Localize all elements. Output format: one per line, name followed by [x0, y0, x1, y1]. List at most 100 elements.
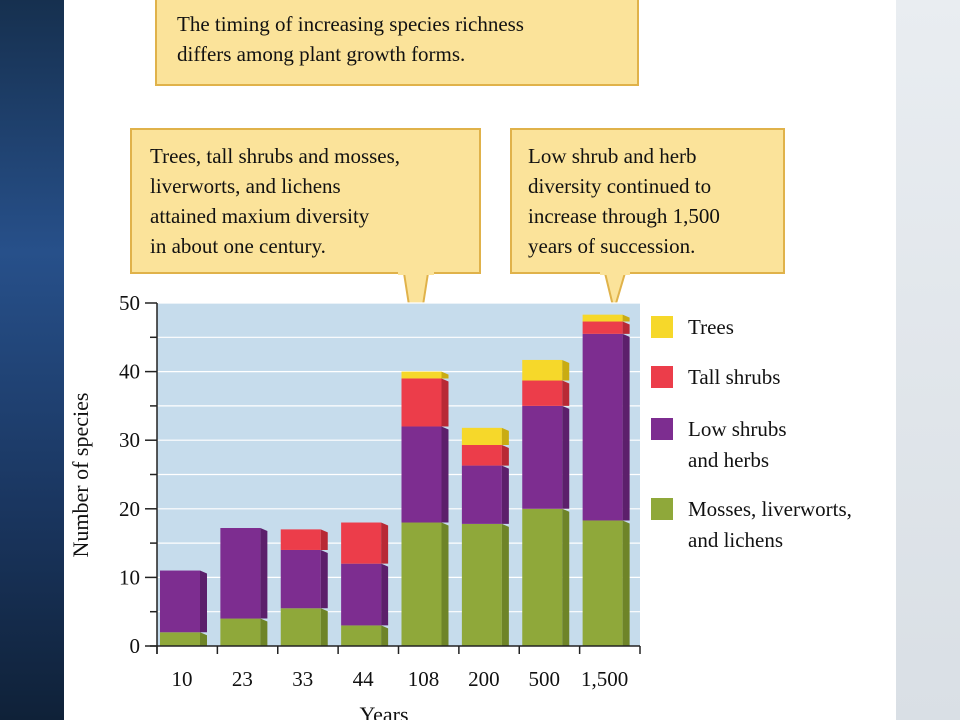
bars: [160, 314, 630, 646]
slide-background-left: [0, 0, 64, 720]
legend-swatch: [651, 498, 673, 520]
bar-segment-side: [381, 522, 389, 564]
bar-segment-front: [341, 522, 382, 564]
bar-segment: [341, 522, 389, 564]
x-tick-label: 500: [529, 667, 561, 691]
x-tick-label: 200: [468, 667, 500, 691]
bar-segment: [160, 570, 207, 633]
bar-segment-front: [160, 570, 200, 633]
bar-segment-side: [622, 333, 630, 521]
legend-label: Trees: [688, 315, 734, 339]
bar-segment: [582, 520, 630, 646]
bar-segment-side: [441, 522, 449, 646]
bar-segment-side: [320, 529, 328, 550]
bar-segment-front: [582, 314, 623, 322]
bar-segment: [220, 528, 268, 619]
bar-segment: [401, 522, 449, 646]
bar-segment-side: [260, 618, 268, 646]
legend-swatch: [651, 418, 673, 440]
x-ticks: 10 23 33 44 108 200 500 1,500: [156, 646, 641, 691]
bar-segment: [280, 608, 328, 646]
bar-segment-front: [341, 625, 382, 646]
bar-segment: [582, 321, 630, 334]
x-axis-label: Years: [359, 702, 408, 720]
bar-segment-front: [461, 465, 502, 524]
x-tick-label: 44: [353, 667, 375, 691]
bar-segment-front: [582, 321, 623, 334]
y-tick-label: 0: [130, 634, 141, 658]
x-tick-label: 23: [232, 667, 253, 691]
y-ticks: 0 10 20 30 40 50: [119, 291, 157, 658]
bar-segment-side: [622, 520, 630, 646]
bar-segment-side: [501, 523, 509, 646]
bar-segment-front: [461, 445, 502, 466]
bar-segment-side: [501, 427, 509, 446]
x-tick-label: 10: [172, 667, 193, 691]
bar-segment-side: [200, 570, 207, 633]
bar-segment-side: [441, 378, 449, 427]
callout-succession-pointer-join: [600, 271, 630, 275]
bar-segment-front: [401, 378, 442, 427]
bar-segment: [461, 523, 509, 646]
bar-segment: [522, 359, 570, 381]
bar-segment: [401, 371, 449, 379]
legend-label: Mosses, liverworts, and lichens: [688, 497, 852, 552]
bar-segment-front: [401, 426, 442, 523]
bar-segment-side: [622, 321, 630, 334]
bar-segment: [220, 618, 268, 646]
bar-segment: [160, 632, 207, 646]
bar-segment-front: [461, 523, 502, 646]
legend-swatch: [651, 366, 673, 388]
bar-segment-front: [522, 405, 563, 509]
bar-segment: [341, 625, 389, 646]
bar-segment-front: [160, 632, 200, 646]
bar-segment: [461, 465, 509, 524]
bar-segment-front: [461, 427, 502, 446]
bar-segment: [582, 333, 630, 521]
y-tick-label: 20: [119, 497, 140, 521]
bar-segment-front: [280, 608, 321, 646]
x-tick-label: 1,500: [581, 667, 628, 691]
bar-segment-front: [582, 333, 623, 521]
y-axis-label: Number of species: [68, 393, 93, 558]
bar-segment: [582, 314, 630, 322]
y-tick-label: 10: [119, 565, 140, 589]
callout-top: The timing of increasing species richnes…: [155, 0, 639, 86]
bar-segment-side: [441, 426, 449, 523]
bar-segment: [522, 405, 570, 509]
bar-segment-front: [401, 522, 442, 646]
bar-segment: [461, 445, 509, 466]
bar-segment: [401, 378, 449, 427]
legend-label: Tall shrubs: [688, 365, 781, 389]
bar-segment-front: [280, 549, 321, 609]
x-tick-label: 33: [292, 667, 313, 691]
bar-segment-side: [501, 445, 509, 466]
callout-century-text: Trees, tall shrubs and mosses, liverwort…: [150, 144, 401, 258]
bar-segment: [461, 427, 509, 446]
bar-segment-front: [401, 371, 442, 379]
bar-segment: [522, 380, 570, 406]
callout-century: Trees, tall shrubs and mosses, liverwort…: [130, 128, 481, 274]
bar-segment-side: [260, 528, 268, 619]
bar-segment-front: [220, 618, 261, 646]
bar-segment-front: [341, 563, 382, 626]
bar-segment-side: [562, 380, 570, 406]
bar-segment: [341, 563, 389, 626]
bar-segment-side: [320, 549, 328, 609]
bar-segment-front: [220, 528, 261, 619]
bar-segment: [522, 508, 570, 646]
bar-segment-side: [562, 508, 570, 646]
slide-background-right: [896, 0, 960, 720]
legend-label: Low shrubs and herbs: [688, 417, 787, 472]
bar-segment: [280, 549, 328, 609]
callout-top-text: The timing of increasing species richnes…: [177, 12, 524, 66]
bar-segment-front: [522, 380, 563, 406]
bar-segment-front: [522, 508, 563, 646]
bar-segment-side: [381, 625, 389, 646]
bar-segment-side: [320, 608, 328, 646]
bar-segment: [401, 426, 449, 523]
callout-century-pointer-join: [398, 271, 434, 275]
bar-segment-side: [562, 359, 570, 381]
bar-segment-side: [501, 465, 509, 524]
